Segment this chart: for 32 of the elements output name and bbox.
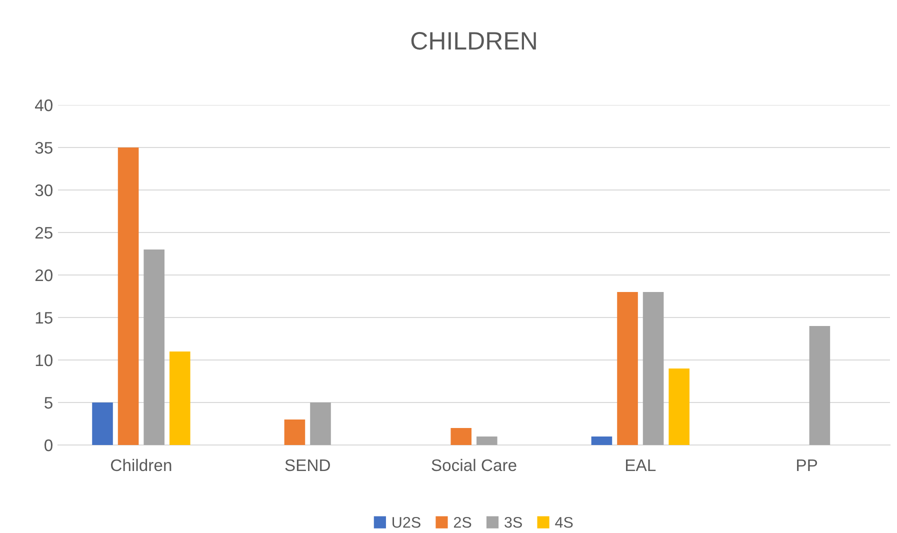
bar — [642, 292, 664, 445]
bar — [617, 292, 638, 445]
bar — [144, 250, 164, 445]
bar — [118, 148, 139, 445]
bar — [92, 402, 113, 445]
bar — [310, 402, 331, 445]
y-tick-label: 0 — [44, 439, 52, 452]
bar — [591, 436, 612, 445]
x-tick-label: Children — [111, 458, 172, 472]
y-tick-label: 30 — [35, 184, 52, 196]
bar — [809, 326, 830, 445]
y-tick-label: 35 — [35, 142, 52, 154]
legend-label: U2S — [392, 516, 420, 528]
legend-label: 2S — [454, 516, 472, 528]
legend-label: 3S — [504, 516, 522, 528]
y-tick-label: 15 — [36, 312, 52, 324]
bar — [450, 428, 472, 445]
x-tick-label: SEND — [285, 459, 330, 472]
y-tick-label: 10 — [36, 354, 52, 366]
chart-title: CHILDREN — [411, 32, 536, 50]
y-tick-label: 20 — [35, 269, 52, 282]
x-tick-label: Social Care — [432, 458, 516, 472]
y-tick-label: 25 — [35, 226, 52, 239]
bar — [284, 420, 306, 445]
legend-label: 4S — [555, 516, 573, 528]
y-tick-label: 5 — [44, 397, 52, 409]
x-tick-label: PP — [797, 460, 818, 471]
x-tick-label: EAL — [626, 460, 656, 471]
y-tick-label: 40 — [34, 99, 52, 112]
bar — [169, 352, 190, 445]
bar — [476, 436, 498, 445]
bar — [668, 368, 690, 445]
